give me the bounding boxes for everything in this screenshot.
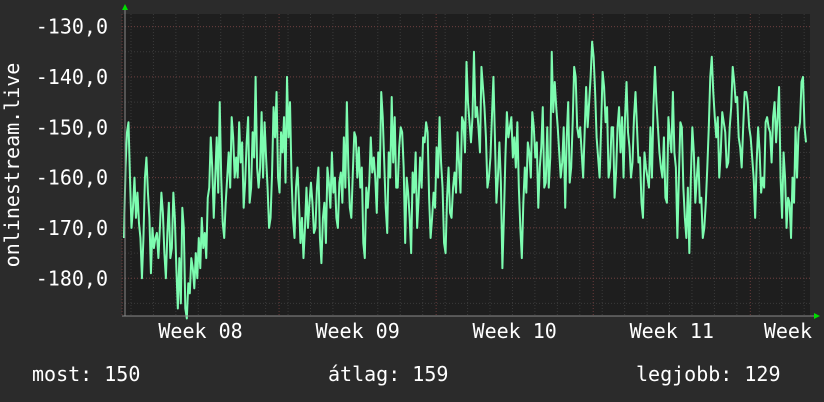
y-axis-arrow (122, 4, 128, 10)
line-chart: -130,0 -140,0 -150,0 -160,0 -170,0 -180,0 Wee… (0, 4, 820, 340)
x-tick-label: Week 10 (473, 319, 557, 340)
y-tick-label: -180,0 (36, 266, 108, 290)
axes-layer (122, 4, 820, 319)
series-layer (123, 40, 807, 320)
stat-average: átlag: 159 (328, 362, 449, 386)
y-tick-label: -140,0 (36, 65, 108, 89)
x-tick-label: Week 11 (630, 319, 714, 340)
y-tick-label: -170,0 (36, 216, 108, 240)
x-tick-label: Week (764, 319, 812, 340)
stat-current: most: 150 (32, 362, 141, 386)
x-axis-arrow (814, 313, 820, 319)
x-tick-labels: Week 08 Week 09 Week 10 Week 11 Week (158, 319, 812, 340)
y-axis-label: onlinestream.live (0, 63, 24, 268)
series-line-0 (123, 40, 807, 320)
x-tick-label: Week 09 (315, 319, 399, 340)
x-tick-label: Week 08 (158, 319, 242, 340)
stat-best: legjobb: 129 (636, 362, 781, 386)
y-tick-label: -150,0 (36, 115, 108, 139)
y-tick-label: -160,0 (36, 166, 108, 190)
y-tick-label: -130,0 (36, 15, 108, 39)
y-tick-labels: -130,0 -140,0 -150,0 -160,0 -170,0 -180,0 (36, 15, 108, 291)
